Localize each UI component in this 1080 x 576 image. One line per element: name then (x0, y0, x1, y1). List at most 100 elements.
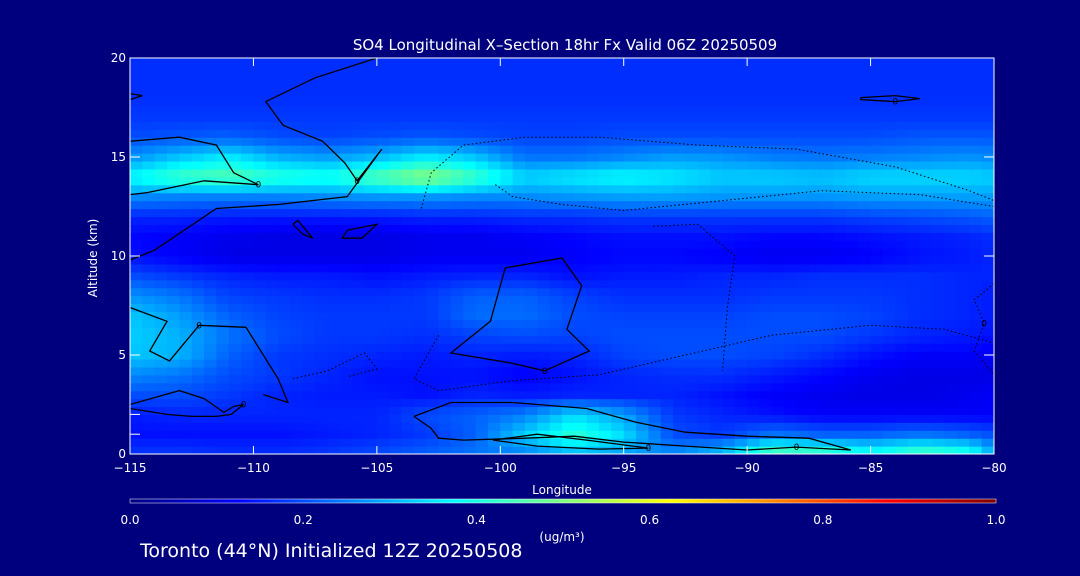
heatmap-cell (191, 184, 205, 194)
heatmap-cell (821, 216, 835, 225)
heatmap-cell (858, 271, 872, 281)
heatmap-cell (179, 168, 193, 178)
heatmap-cell (537, 256, 551, 265)
heatmap-cell (253, 374, 267, 384)
heatmap-cell (895, 73, 909, 83)
colorbar-ticks: 0.0 0.2 0.4 0.6 0.8 1.0 (120, 513, 1005, 527)
heatmap-cell (216, 287, 230, 297)
heatmap-cell (167, 390, 180, 400)
heatmap-cell (352, 129, 366, 138)
heatmap-cell (882, 422, 896, 431)
heatmap-cell (524, 271, 538, 281)
heatmap-cell (932, 224, 946, 233)
heatmap-cell (315, 192, 329, 202)
heatmap-cell (426, 184, 440, 194)
heatmap-cell (179, 366, 193, 376)
heatmap-cell (339, 279, 353, 289)
heatmap-cell (574, 137, 588, 146)
heatmap-cell (253, 446, 267, 454)
heatmap-cell (389, 129, 403, 138)
heatmap-cell (376, 390, 390, 400)
heatmap-cell (611, 295, 625, 305)
heatmap-cell (500, 160, 514, 170)
heatmap-cell (796, 73, 810, 83)
heatmap-cell (191, 145, 205, 154)
heatmap-cell (191, 89, 205, 99)
heatmap-cell (278, 105, 292, 115)
heatmap-cell (784, 303, 798, 313)
heatmap-cell (290, 184, 304, 194)
heatmap-cell (426, 343, 440, 352)
heatmap-cell (747, 398, 761, 408)
heatmap-cell (450, 58, 464, 67)
heatmap-cell (759, 327, 773, 336)
heatmap-cell (389, 358, 403, 368)
heatmap-cell (154, 113, 168, 122)
heatmap-cell (586, 271, 600, 281)
heatmap-cell (253, 438, 267, 447)
heatmap-cell (882, 446, 896, 454)
heatmap-cell (549, 208, 563, 217)
heatmap-cell (241, 366, 255, 376)
heatmap-cell (882, 366, 896, 376)
heatmap-cell (179, 145, 193, 154)
heatmap-cell (142, 263, 156, 273)
heatmap-cell (241, 398, 255, 408)
heatmap-cell (512, 65, 526, 75)
heatmap-cell (944, 287, 958, 297)
heatmap-cell (154, 271, 168, 281)
heatmap-cell (574, 153, 588, 162)
heatmap-cell (450, 240, 464, 249)
heatmap-cell (278, 224, 292, 233)
heatmap-cell (956, 414, 970, 423)
heatmap-cell (599, 216, 612, 225)
heatmap-cell (845, 422, 859, 431)
heatmap-cell (179, 287, 193, 297)
heatmap-cell (228, 73, 242, 83)
heatmap-cell (685, 192, 699, 202)
heatmap-cell (130, 113, 143, 122)
heatmap-cell (611, 319, 625, 328)
heatmap-cell (500, 184, 514, 194)
heatmap-cell (475, 248, 489, 257)
heatmap-cell (895, 382, 909, 392)
heatmap-cell (167, 129, 180, 138)
heatmap-cell (376, 263, 390, 273)
heatmap-cell (759, 366, 773, 376)
heatmap-cell (413, 430, 427, 439)
heatmap-cell (315, 160, 329, 170)
heatmap-cell (216, 216, 230, 225)
heatmap-cell (179, 65, 193, 75)
heatmap-cell (376, 168, 390, 178)
heatmap-cell (969, 97, 983, 107)
heatmap-cell (562, 446, 575, 454)
heatmap-cell (660, 224, 674, 233)
heatmap-cell (611, 430, 625, 439)
contour-label: 0 (542, 367, 548, 377)
colorbar-tick-label: 0.8 (813, 513, 832, 527)
heatmap-cell (611, 145, 625, 154)
heatmap-cell (364, 271, 378, 281)
heatmap-cell (734, 176, 748, 186)
heatmap-cell (870, 263, 884, 273)
heatmap-cell (549, 248, 563, 257)
heatmap-cell (734, 430, 748, 439)
heatmap-cell (771, 65, 785, 75)
heatmap-cell (463, 390, 477, 400)
heatmap-cell (475, 160, 489, 170)
heatmap-cell (673, 184, 687, 194)
heatmap-cell (167, 343, 180, 352)
heatmap-cell (907, 248, 921, 257)
heatmap-cell (487, 279, 501, 289)
heatmap-cell (167, 279, 180, 289)
heatmap-cell (228, 430, 242, 439)
heatmap-cell (167, 303, 180, 313)
heatmap-cell (808, 81, 822, 91)
heatmap-cell (142, 271, 156, 281)
heatmap-cell (352, 65, 366, 75)
heatmap-cell (981, 232, 994, 241)
heatmap-cell (401, 382, 415, 392)
heatmap-cell (907, 97, 921, 107)
heatmap-cell (870, 176, 884, 186)
heatmap-cell (167, 168, 180, 178)
